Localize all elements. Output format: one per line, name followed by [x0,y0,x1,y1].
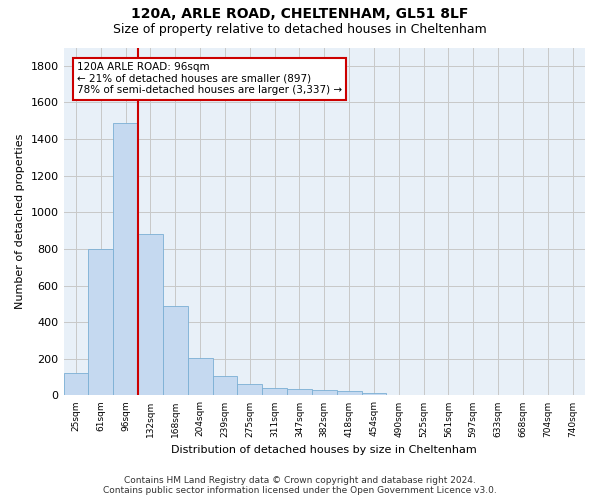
Bar [163,306,188,396]
Y-axis label: Number of detached properties: Number of detached properties [15,134,25,309]
Bar [238,384,262,396]
Bar [188,358,212,396]
Text: 120A ARLE ROAD: 96sqm
← 21% of detached houses are smaller (897)
78% of semi-det: 120A ARLE ROAD: 96sqm ← 21% of detached … [77,62,343,96]
Bar [312,390,337,396]
Text: Contains HM Land Registry data © Crown copyright and database right 2024.
Contai: Contains HM Land Registry data © Crown c… [103,476,497,495]
X-axis label: Distribution of detached houses by size in Cheltenham: Distribution of detached houses by size … [172,445,477,455]
Bar [64,372,88,396]
Text: 120A, ARLE ROAD, CHELTENHAM, GL51 8LF: 120A, ARLE ROAD, CHELTENHAM, GL51 8LF [131,8,469,22]
Bar [262,388,287,396]
Bar [138,234,163,396]
Bar [362,392,386,396]
Bar [88,249,113,396]
Bar [212,376,238,396]
Text: Size of property relative to detached houses in Cheltenham: Size of property relative to detached ho… [113,22,487,36]
Bar [337,392,362,396]
Bar [287,389,312,396]
Bar [113,122,138,396]
